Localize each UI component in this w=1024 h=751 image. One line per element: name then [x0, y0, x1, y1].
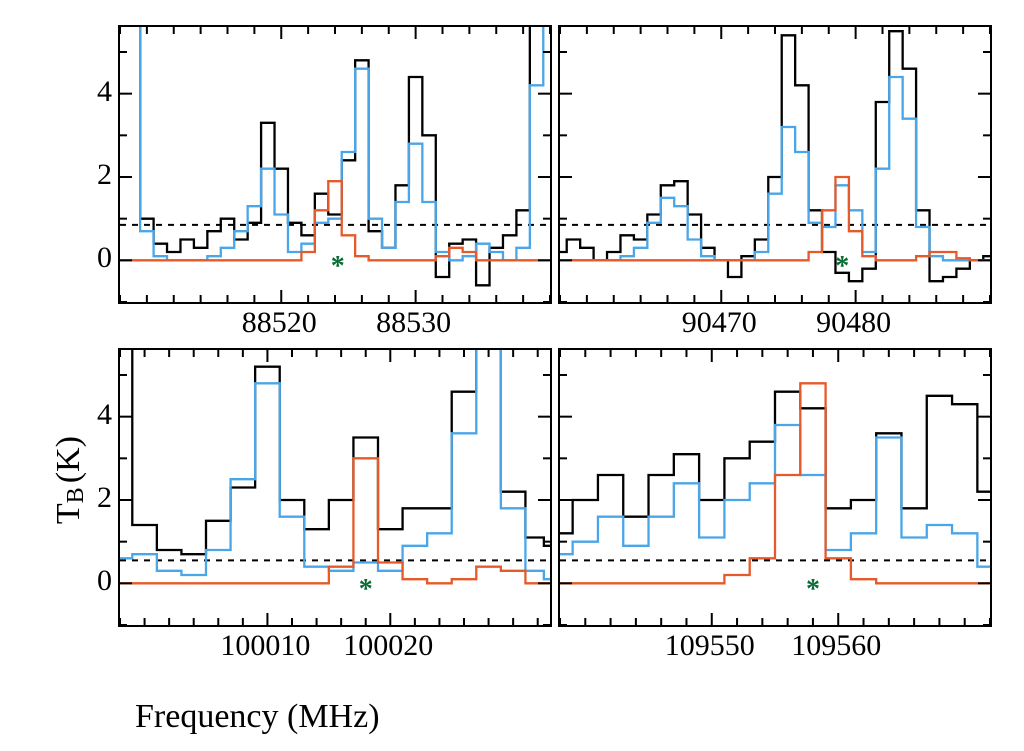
series-black [120, 27, 550, 285]
y-tick-label: 0 [78, 241, 112, 275]
panel-svg [560, 350, 990, 625]
spectra-figure: TB (K) Frequency (MHz) *8852088530024*90… [0, 0, 1024, 751]
spectrum-panel: * [118, 348, 552, 627]
star-marker: * [806, 574, 820, 606]
y-tick-label: 0 [78, 564, 112, 598]
spectrum-panel: * [558, 25, 992, 304]
series-black [120, 350, 550, 554]
series-orange [120, 181, 550, 260]
spectrum-panel: * [558, 348, 992, 627]
series-blue [120, 350, 550, 579]
series-blue [560, 77, 990, 260]
x-axis-label: Frequency (MHz) [135, 698, 380, 736]
x-tick-label: 88520 [242, 306, 317, 340]
y-tick-label: 2 [78, 158, 112, 192]
y-label-unit: (K) [50, 436, 87, 483]
panel-svg [560, 27, 990, 302]
series-orange [120, 458, 550, 583]
series-orange [560, 177, 990, 260]
x-tick-label: 109560 [791, 629, 881, 663]
y-tick-label: 2 [78, 481, 112, 515]
star-marker: * [331, 251, 345, 283]
star-marker: * [359, 574, 373, 606]
x-tick-label: 100020 [343, 629, 433, 663]
x-tick-label: 88530 [376, 306, 451, 340]
series-black [560, 31, 990, 281]
panel-svg [120, 350, 550, 625]
x-tick-label: 100010 [220, 629, 310, 663]
star-marker: * [835, 251, 849, 283]
y-tick-label: 4 [78, 75, 112, 109]
x-tick-label: 90470 [682, 306, 757, 340]
x-tick-label: 109550 [665, 629, 755, 663]
spectrum-panel: * [118, 25, 552, 304]
y-tick-label: 4 [78, 398, 112, 432]
x-tick-label: 90480 [816, 306, 891, 340]
